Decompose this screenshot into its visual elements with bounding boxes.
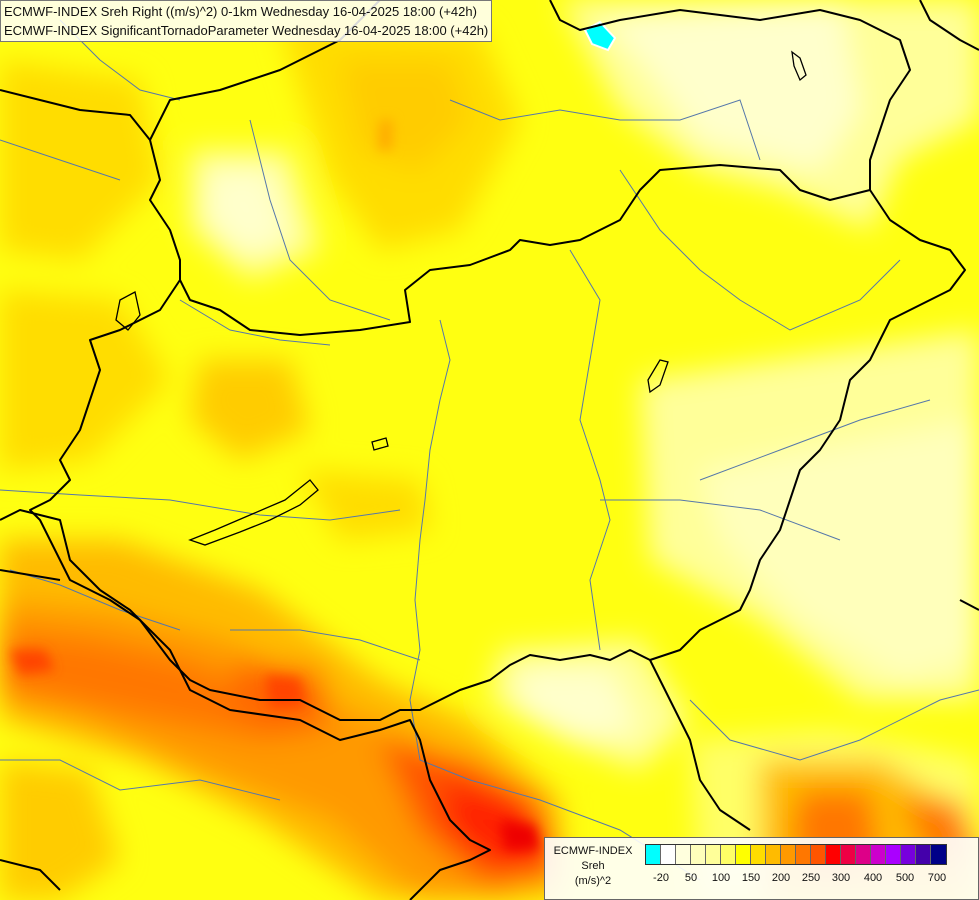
legend-swatch — [916, 845, 931, 864]
lake-balaton — [188, 479, 319, 546]
legend-title: ECMWF-INDEX — [553, 845, 633, 857]
legend-ticks: -20 50 100 150 200 250 300 400 500 700 — [645, 872, 965, 888]
legend-tick-label: 200 — [771, 872, 791, 884]
legend-tick-label: 50 — [684, 872, 698, 884]
map-title-box: ECMWF-INDEX Sreh Right ((m/s)^2) 0-1km W… — [0, 0, 493, 42]
legend-swatch — [901, 845, 916, 864]
legend-unit: (m/s)^2 — [574, 875, 612, 887]
border-croatia — [0, 509, 491, 900]
legend-swatch — [676, 845, 691, 864]
legend-swatch — [841, 845, 856, 864]
legend-swatch — [706, 845, 721, 864]
color-legend: ECMWF-INDEX Sreh (m/s)^2 -20 50 100 150 200 2… — [544, 837, 979, 900]
legend-swatch — [811, 845, 826, 864]
legend-swatch — [646, 845, 661, 864]
legend-tick-label: 100 — [711, 872, 731, 884]
legend-tick-label: 400 — [863, 872, 883, 884]
legend-swatch — [661, 845, 676, 864]
legend-swatch — [691, 845, 706, 864]
legend-label: ECMWF-INDEX Sreh (m/s)^2 — [545, 844, 641, 889]
legend-swatch — [931, 845, 946, 864]
legend-swatch — [721, 845, 736, 864]
legend-swatch — [826, 845, 841, 864]
legend-swatch — [766, 845, 781, 864]
rivers — [0, 19, 979, 881]
legend-tick-label: 500 — [895, 872, 915, 884]
legend-tick-label: 300 — [831, 872, 851, 884]
border-slovakia-austria — [0, 89, 181, 280]
legend-swatch — [781, 845, 796, 864]
legend-swatch — [856, 845, 871, 864]
legend-swatch — [886, 845, 901, 864]
title-line-sreh: ECMWF-INDEX Sreh Right ((m/s)^2) 0-1km W… — [4, 4, 477, 19]
legend-tick-label: 700 — [927, 872, 947, 884]
border-hungary — [29, 164, 966, 721]
cyan-spot — [583, 20, 617, 52]
legend-swatch — [736, 845, 751, 864]
legend-tick-label: 250 — [801, 872, 821, 884]
legend-tick-label: -20 — [653, 872, 669, 884]
legend-variable: Sreh — [581, 860, 605, 872]
legend-swatch — [796, 845, 811, 864]
legend-swatch — [871, 845, 886, 864]
legend-swatches — [645, 844, 947, 865]
legend-swatch — [751, 845, 766, 864]
title-line-stp: ECMWF-INDEX SignificantTornadoParameter … — [4, 23, 489, 38]
legend-tick-label: 150 — [741, 872, 761, 884]
